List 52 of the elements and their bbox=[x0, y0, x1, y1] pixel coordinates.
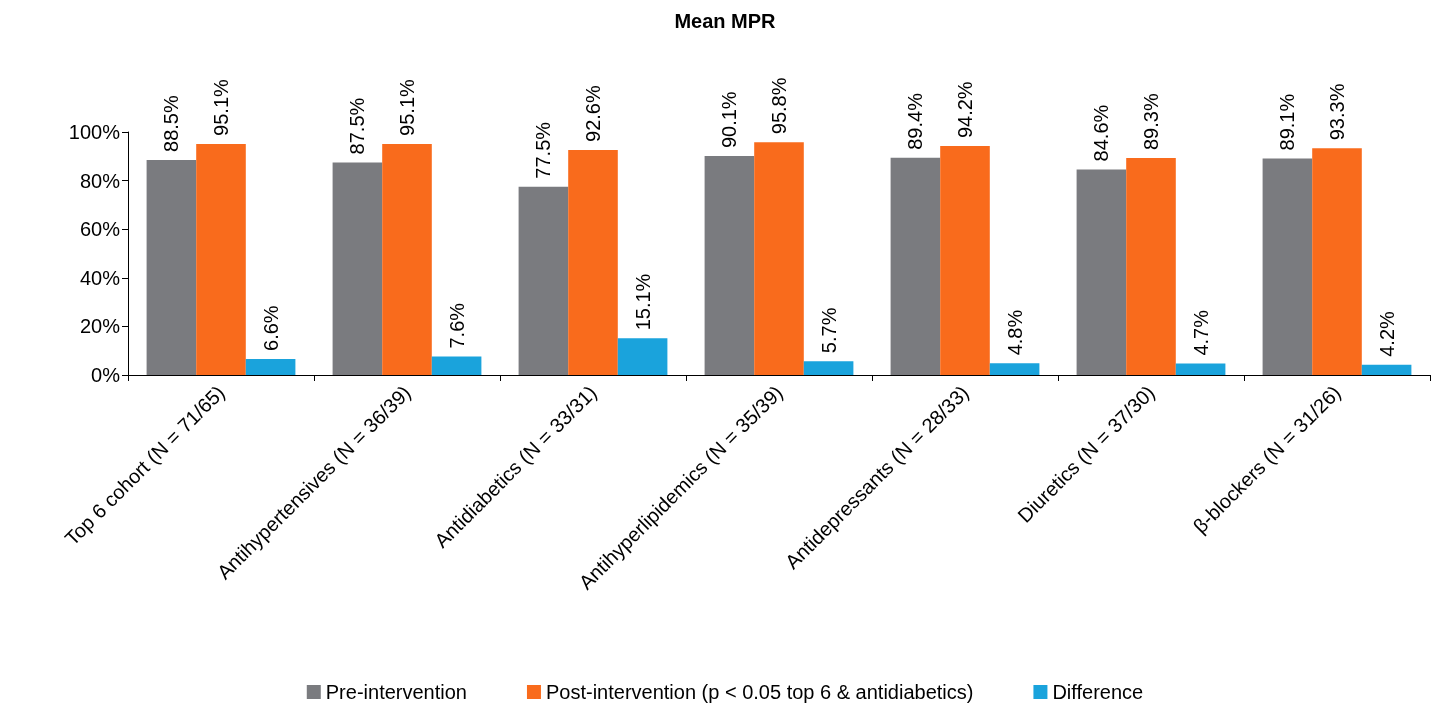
bar bbox=[1262, 158, 1313, 375]
chart-title: Mean MPR bbox=[674, 10, 777, 32]
data-label: 5.7% bbox=[817, 307, 840, 354]
bar bbox=[431, 356, 482, 375]
bar bbox=[704, 156, 755, 375]
data-label: 88.5% bbox=[160, 95, 183, 152]
bar bbox=[382, 143, 432, 375]
data-label: 7.6% bbox=[445, 302, 468, 349]
data-label: 77.5% bbox=[532, 121, 555, 179]
bar bbox=[568, 149, 618, 375]
y-tick-label: 40% bbox=[79, 266, 121, 289]
data-label: 4.2% bbox=[1375, 310, 1398, 357]
data-label: 95.8% bbox=[768, 77, 790, 135]
bar bbox=[146, 159, 197, 375]
legend-label: Difference bbox=[1052, 681, 1144, 703]
data-label: 89.1% bbox=[1276, 93, 1299, 151]
bar bbox=[617, 338, 668, 375]
bar bbox=[518, 186, 569, 375]
data-label: 84.6% bbox=[1090, 104, 1113, 162]
legend-label: Post-intervention (p < 0.05 top 6 & antidiabetics) bbox=[545, 681, 974, 703]
data-label: 95.1% bbox=[210, 78, 232, 136]
bar bbox=[245, 358, 296, 375]
data-label: 90.1% bbox=[718, 91, 741, 149]
bar bbox=[940, 146, 990, 375]
data-label: 89.3% bbox=[1140, 93, 1162, 150]
data-label: 92.6% bbox=[582, 85, 604, 142]
data-label: 94.2% bbox=[954, 81, 976, 139]
y-tick-label: 0% bbox=[91, 364, 121, 386]
y-tick-label: 60% bbox=[79, 218, 121, 241]
bar bbox=[196, 143, 246, 375]
data-label: 87.5% bbox=[346, 97, 369, 155]
y-tick-label: 100% bbox=[68, 121, 121, 143]
bar bbox=[803, 361, 854, 375]
bar bbox=[332, 162, 383, 375]
data-label: 15.1% bbox=[631, 273, 654, 331]
data-label: 93.3% bbox=[1326, 83, 1348, 141]
data-label: 4.8% bbox=[1003, 309, 1026, 356]
data-label: 89.4% bbox=[904, 92, 927, 150]
data-label: 95.1% bbox=[396, 78, 418, 136]
bar bbox=[1175, 363, 1226, 375]
bar bbox=[754, 142, 804, 375]
bar bbox=[1361, 364, 1412, 375]
bar bbox=[1076, 169, 1127, 375]
bar bbox=[1126, 158, 1176, 375]
bar bbox=[989, 363, 1040, 375]
data-label: 6.6% bbox=[259, 305, 282, 351]
y-tick-label: 20% bbox=[79, 315, 121, 338]
legend-label: Pre-intervention bbox=[325, 681, 467, 703]
y-tick-label: 80% bbox=[79, 169, 121, 192]
data-label: 4.7% bbox=[1189, 309, 1212, 356]
bar bbox=[890, 157, 941, 375]
bar bbox=[1312, 148, 1362, 375]
